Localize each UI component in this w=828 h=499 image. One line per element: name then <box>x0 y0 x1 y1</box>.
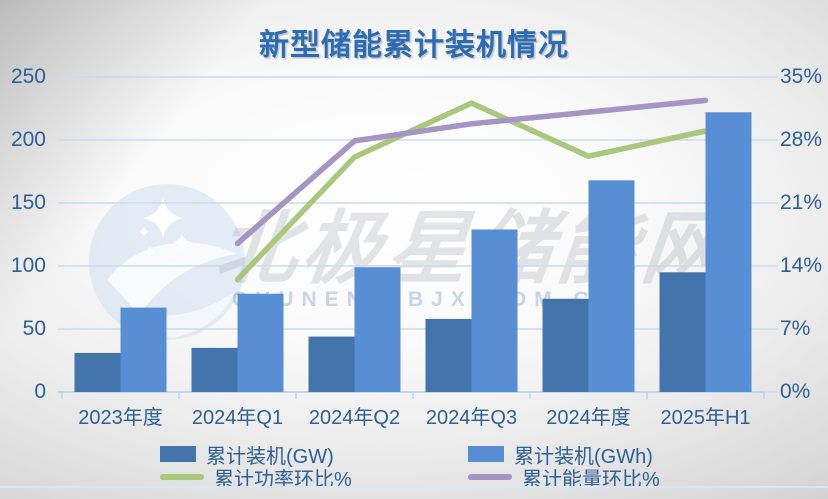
y-axis-right-label: 7% <box>780 317 811 340</box>
bar-gw <box>425 318 472 392</box>
legend-label: 累计功率环比% <box>214 468 352 491</box>
bar-gwh <box>354 267 401 392</box>
legend-item-gwh: 累计装机(GWh) <box>468 443 653 468</box>
x-axis-label: 2023年度 <box>78 407 163 429</box>
y-axis-right-label: 28% <box>780 128 823 151</box>
bar-gw <box>659 272 706 392</box>
y-axis-left-label: 50 <box>22 317 46 340</box>
legend-swatch-power-line <box>160 474 204 480</box>
bar-gw <box>308 336 355 392</box>
y-axis-right-label: 0% <box>780 380 811 403</box>
y-axis-left-label: 150 <box>10 191 46 214</box>
y-axis-left-label: 0 <box>34 380 46 403</box>
legend-label: 累计装机(GWh) <box>514 445 653 468</box>
legend-item-gw: 累计装机(GW) <box>160 443 334 468</box>
bar-gwh <box>471 229 518 392</box>
y-axis-left-label: 200 <box>10 128 46 151</box>
x-axis-label: 2024年度 <box>546 407 631 429</box>
bar-gw <box>542 298 589 392</box>
y-axis-left-label: 250 <box>10 65 46 88</box>
bar-gwh <box>705 112 752 392</box>
legend-item-energy-ratio: 累计能量环比% <box>468 466 660 491</box>
y-axis-right-label: 14% <box>780 254 823 277</box>
y-axis-left-label: 100 <box>10 254 46 277</box>
chart-title: 新型储能累计装机情况 <box>259 29 569 62</box>
bar-gw <box>191 347 238 392</box>
x-axis-label: 2024年Q1 <box>191 407 284 429</box>
legend-swatch-gwh-bar <box>468 446 504 462</box>
legend-swatch-gw-bar <box>160 446 196 462</box>
bottom-divider <box>0 486 828 488</box>
y-axis-right-label: 35% <box>780 65 823 88</box>
bar-gwh <box>237 293 284 392</box>
bar-gwh <box>120 307 167 392</box>
y-axis-right-label: 21% <box>780 191 823 214</box>
legend-item-power-ratio: 累计功率环比% <box>160 466 352 491</box>
bar-gwh <box>588 180 635 392</box>
legend-label: 累计装机(GW) <box>206 445 334 468</box>
x-axis-label: 2024年Q3 <box>425 407 518 429</box>
line-series <box>234 100 709 283</box>
legend-swatch-energy-line <box>468 474 512 480</box>
x-axis-label: 2024年Q2 <box>308 407 401 429</box>
watermark-logo <box>89 184 245 340</box>
bar-gw <box>74 352 121 392</box>
x-axis-label: 2025年H1 <box>660 407 751 429</box>
legend-label: 累计能量环比% <box>522 468 660 491</box>
line-series <box>234 97 709 247</box>
